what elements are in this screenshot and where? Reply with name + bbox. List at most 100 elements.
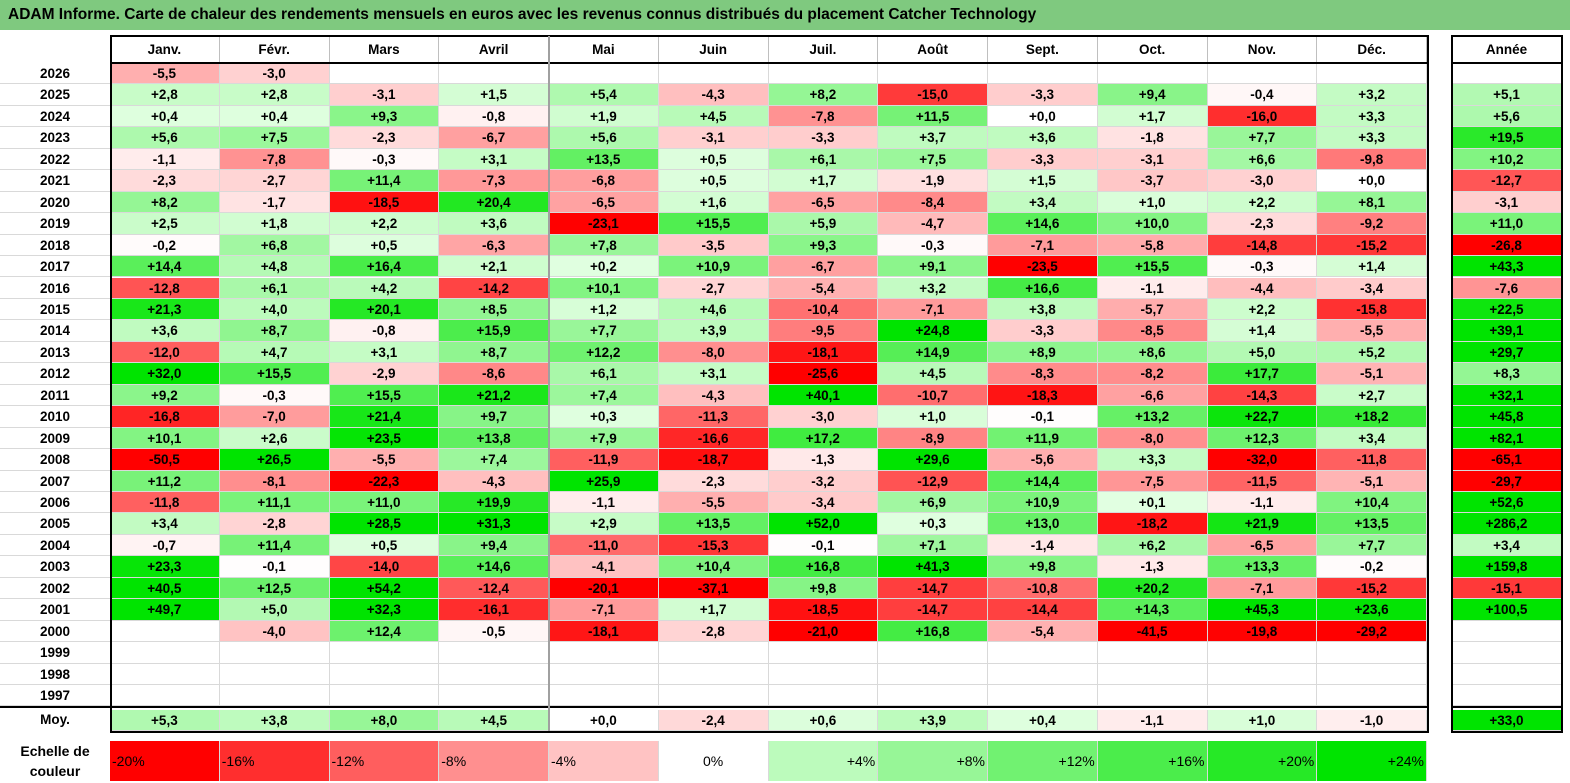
heatmap-cell: +3,7 [878,127,988,149]
heatmap-cell: +2,9 [549,513,659,535]
heatmap-cell: -18,1 [768,341,879,364]
heatmap-cell: +41,3 [878,556,988,578]
heatmap-cell: +0,0 [1317,170,1427,192]
heatmap-cell: +4,8 [219,256,330,278]
heatmap-cell: -15,3 [658,534,769,557]
heatmap-cell: -0,8 [439,105,549,128]
heatmap-cell: -5,1 [1317,363,1427,385]
heatmap-cell: +32,3 [329,599,440,621]
heatmap-cell: -18,7 [658,449,769,471]
heatmap-cell: -14,8 [1207,234,1318,257]
heatmap-cell: -4,3 [439,470,549,492]
year-label: 1999 [0,642,110,664]
annual-cell: +8,3 [1452,363,1562,385]
heatmap-cell: +0,3 [549,406,659,428]
heatmap-cell: +11,5 [878,105,988,128]
heatmap-cell: +1,0 [878,406,988,428]
heatmap-cell: -16,1 [439,599,549,621]
heatmap-cell: +9,8 [988,556,1098,578]
heatmap-cell: +5,9 [768,213,879,235]
heatmap-cell: +6,1 [219,277,330,299]
heatmap-cell: +4,5 [658,105,769,128]
heatmap-cell: -14,2 [439,277,549,299]
average-cell: +5,3 [110,710,220,732]
heatmap-cell: -7,3 [439,170,549,192]
heatmap-cell: +1,2 [549,298,659,321]
heatmap-cell: +15,5 [658,213,769,235]
heatmap-cell: +13,5 [1317,513,1427,535]
heatmap-cell: -3,1 [329,84,440,106]
year-label: 2007 [0,471,110,492]
heatmap-cell: +13,0 [988,513,1098,535]
heatmap-cell: +3,4 [988,191,1098,214]
annual-cell: +11,0 [1452,213,1562,235]
heatmap-cell: +0,5 [329,234,440,257]
annual-cell: +32,1 [1452,384,1562,407]
heatmap-cell: -18,5 [329,191,440,214]
heatmap-cell [658,663,769,686]
heatmap-cell: +5,0 [1207,341,1318,364]
heatmap-cell: +9,3 [329,105,440,128]
heatmap-cell: -6,7 [439,127,549,149]
heatmap-cell: -3,2 [768,470,879,492]
heatmap-cell [110,620,220,643]
heatmap-cell: +8,7 [439,341,549,364]
heatmap-cell: -7,0 [219,406,330,428]
heatmap-cell: +13,2 [1097,406,1208,428]
annual-cell: -7,6 [1452,277,1562,299]
heatmap-cell: -3,5 [658,234,769,257]
heatmap-cell: -21,0 [768,620,879,643]
heatmap-cell: +12,3 [1207,427,1318,450]
heatmap-cell: -8,2 [1097,363,1208,385]
heatmap-cell: +5,6 [110,127,220,149]
heatmap-cell [1207,663,1318,686]
month-header: Avril [439,36,549,63]
heatmap-cell: -4,3 [658,84,769,106]
heatmap-cell: -16,0 [1207,105,1318,128]
heatmap-cell: +9,2 [110,384,220,407]
heatmap-cell: -7,1 [878,298,988,321]
heatmap-cell: -3,7 [1097,170,1208,192]
heatmap-cell [1097,642,1208,664]
heatmap-cell: -1,1 [1207,492,1318,514]
heatmap-cell: -3,3 [768,127,879,149]
heatmap-cell [878,663,988,686]
heatmap-cell: -0,1 [768,534,879,557]
heatmap-cell: -11,9 [549,449,659,471]
year-label: 2019 [0,213,110,235]
heatmap-cell: +1,7 [768,170,879,192]
annual-cell: -12,7 [1452,170,1562,192]
heatmap-cell: +29,6 [878,449,988,471]
heatmap-cell: +8,1 [1317,191,1427,214]
heatmap-cell: +3,3 [1317,105,1427,128]
heatmap-cell: +7,7 [1207,127,1318,149]
heatmap-cell: -6,5 [549,191,659,214]
heatmap-cell: -23,1 [549,213,659,235]
heatmap-cell: +0,5 [658,148,769,171]
heatmap-cell: +54,2 [329,577,440,600]
heatmap-cell: +3,4 [1317,427,1427,450]
average-cell: -1,0 [1317,710,1427,732]
heatmap-cell: -3,3 [988,148,1098,171]
average-label: Moy. [40,712,70,727]
heatmap-cell: -3,3 [988,320,1098,342]
heatmap-cell: -8,0 [1097,427,1208,450]
heatmap-cell: +23,5 [329,427,440,450]
heatmap-cell: +13,5 [658,513,769,535]
average-cell: +0,6 [768,710,879,732]
heatmap-cell: -11,8 [1317,449,1427,471]
heatmap-cell: -29,2 [1317,620,1427,643]
heatmap-cell: -1,9 [878,170,988,192]
heatmap-cell: +6,8 [219,234,330,257]
heatmap-cell: +6,6 [1207,148,1318,171]
annual-cell: +159,8 [1452,556,1562,578]
heatmap-cell: +4,2 [329,277,440,299]
heatmap-cell: -3,3 [988,84,1098,106]
heatmap-cell: +1,6 [658,191,769,214]
color-scale-swatch: +24% [1317,741,1427,781]
heatmap-cell: +2,2 [1207,191,1318,214]
heatmap-cell: -6,8 [549,170,659,192]
heatmap-cell: +3,2 [878,277,988,299]
heatmap-cell: +8,6 [1097,341,1208,364]
annual-cell: -15,1 [1452,577,1562,600]
